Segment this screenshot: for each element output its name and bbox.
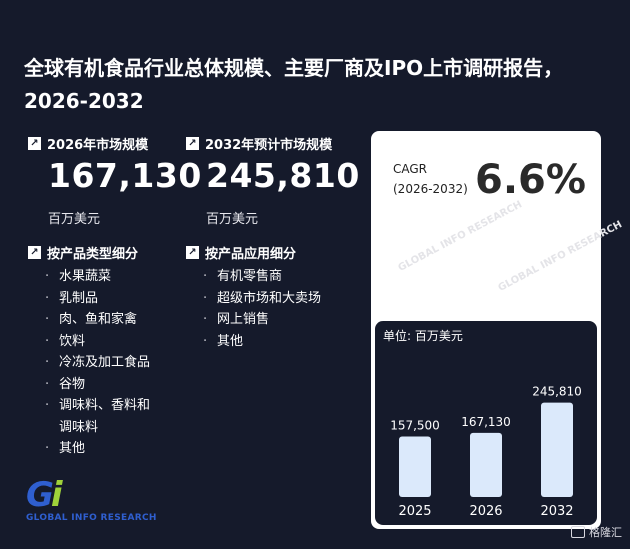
stat-2032-unit: 百万美元 — [206, 212, 259, 227]
list-item: 其他 — [203, 331, 321, 353]
list-item: 饮料 — [45, 331, 150, 353]
cagr-period: (2026-2032) — [393, 182, 468, 196]
brand-logo-icon — [571, 526, 585, 538]
list-item: 肉、鱼和家禽 — [45, 309, 150, 331]
page-title: 全球有机食品行业总体规模、主要厂商及IPO上市调研报告，2026-2032 — [24, 56, 564, 113]
cagr-label-text: CAGR — [393, 162, 428, 176]
category-label-2026: 2026 — [469, 504, 502, 519]
list-item: 有机零售商 — [203, 266, 321, 288]
segments-type-heading: ↗ 按产品类型细分 — [28, 243, 138, 262]
footer-brand: 格隆汇 — [571, 524, 622, 540]
arrow-up-right-icon: ↗ — [186, 246, 199, 259]
category-label-2025: 2025 — [398, 504, 431, 519]
bar-2032 — [541, 402, 573, 497]
list-item: 水果蔬菜 — [45, 266, 150, 288]
stat-2026-unit: 百万美元 — [48, 212, 101, 227]
company-logo: Gi GLOBAL INFO RESEARCH — [26, 478, 157, 523]
list-item: 调味料、香料和 — [45, 395, 150, 417]
category-label-2032: 2032 — [540, 504, 573, 519]
bar-chart-panel: 单位: 百万美元 157,500 2025 167,130 2026 245,810 20… — [375, 321, 597, 525]
logo-text: GLOBAL INFO RESEARCH — [26, 513, 157, 523]
watermark: GLOBAL INFO RESEARCH — [496, 219, 625, 294]
cagr-card: GLOBAL INFO RESEARCH GLOBAL INFO RESEARC… — [371, 131, 624, 529]
list-item: 谷物 — [45, 374, 150, 396]
cagr-value: 6.6% — [475, 157, 586, 203]
stat-2026-label: ↗ 2026年市场规模 — [28, 134, 148, 153]
stat-2026-value: 167,130 — [48, 156, 202, 195]
list-item: 超级市场和大卖场 — [203, 288, 321, 310]
bar-chart: 157,500 2025 167,130 2026 245,810 2032 — [390, 385, 582, 519]
watermark: GLOBAL INFO RESEARCH — [396, 199, 525, 274]
bar-2025 — [399, 436, 431, 497]
list-item-continued: 调味料 — [59, 419, 99, 435]
stat-2032-value: 245,810 — [206, 156, 360, 195]
list-item: 冷冻及加工食品 — [45, 352, 150, 374]
arrow-up-right-icon: ↗ — [28, 246, 41, 259]
stat-2032-label: ↗ 2032年预计市场规模 — [186, 134, 332, 153]
arrow-up-right-icon: ↗ — [186, 137, 199, 150]
segments-type-heading-text: 按产品类型细分 — [47, 247, 139, 262]
list-item: 其他 — [45, 438, 150, 460]
list-item: 乳制品 — [45, 288, 150, 310]
bar-2026 — [470, 432, 502, 497]
stat-2026-label-text: 2026年市场规模 — [47, 138, 149, 153]
data-label-2025: 157,500 — [390, 419, 440, 433]
cagr-label: CAGR (2026-2032) — [393, 159, 468, 199]
arrow-up-right-icon: ↗ — [28, 137, 41, 150]
segments-application-heading-text: 按产品应用细分 — [205, 247, 297, 262]
list-item: 网上销售 — [203, 309, 321, 331]
stat-2032-label-text: 2032年预计市场规模 — [205, 138, 333, 153]
segments-type-list: 水果蔬菜 乳制品 肉、鱼和家禽 饮料 冷冻及加工食品 谷物 调味料、香料和 调味… — [45, 266, 150, 460]
logo-mark: Gi — [26, 475, 62, 515]
chart-unit-label: 单位: 百万美元 — [383, 329, 463, 343]
data-label-2032: 245,810 — [532, 385, 582, 399]
data-label-2026: 167,130 — [461, 415, 511, 429]
footer-brand-text: 格隆汇 — [589, 526, 622, 539]
segments-application-heading: ↗ 按产品应用细分 — [186, 243, 296, 262]
segments-application-list: 有机零售商 超级市场和大卖场 网上销售 其他 — [203, 266, 321, 352]
